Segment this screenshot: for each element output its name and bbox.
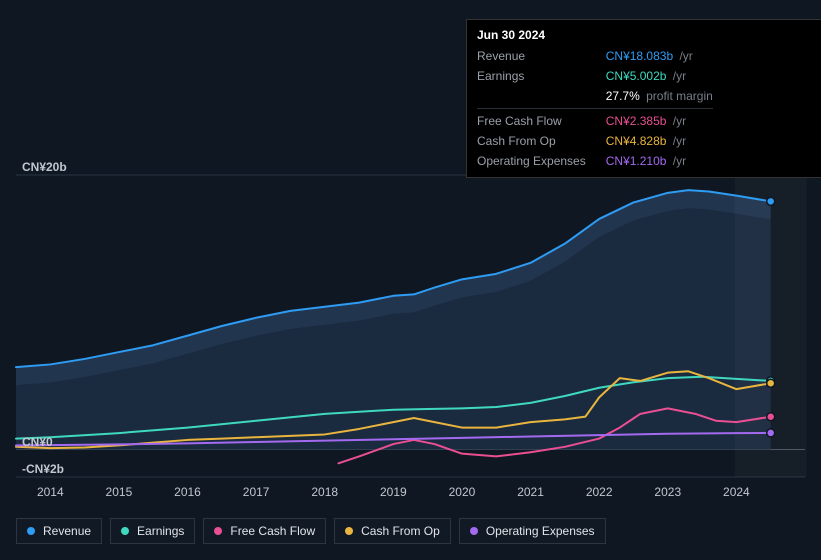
y-axis-label: CN¥0 xyxy=(22,435,53,449)
y-axis-label: -CN¥2b xyxy=(22,462,64,476)
tooltip-row-cfop: Cash From OpCN¥4.828b /yr xyxy=(477,131,713,151)
x-axis-label: 2014 xyxy=(37,485,64,499)
tooltip-row-value: CN¥18.083b /yr xyxy=(606,46,713,66)
tooltip-row-value: CN¥1.210b /yr xyxy=(606,151,713,171)
legend-label: Operating Expenses xyxy=(486,524,595,538)
legend-label: Free Cash Flow xyxy=(230,524,315,538)
legend-dot-icon xyxy=(345,527,353,535)
tooltip-row-value: 27.7% profit margin xyxy=(606,86,713,109)
chart-tooltip: Jun 30 2024 RevenueCN¥18.083b /yrEarning… xyxy=(466,19,821,178)
x-axis-label: 2018 xyxy=(311,485,338,499)
legend-dot-icon xyxy=(27,527,35,535)
chart-legend: Revenue Earnings Free Cash Flow Cash From O… xyxy=(16,518,606,544)
x-axis-label: 2024 xyxy=(723,485,750,499)
x-axis-label: 2015 xyxy=(106,485,133,499)
y-axis-label: CN¥20b xyxy=(22,160,67,174)
tooltip-table: RevenueCN¥18.083b /yrEarningsCN¥5.002b /… xyxy=(477,46,713,171)
legend-dot-icon xyxy=(470,527,478,535)
tooltip-row-earnings: EarningsCN¥5.002b /yr xyxy=(477,66,713,86)
tooltip-row-label: Earnings xyxy=(477,66,606,86)
legend-label: Revenue xyxy=(43,524,91,538)
tooltip-row-label: Revenue xyxy=(477,46,606,66)
tooltip-row-value: CN¥4.828b /yr xyxy=(606,131,713,151)
tooltip-row-margin: 27.7% profit margin xyxy=(477,86,713,109)
x-axis-label: 2021 xyxy=(517,485,544,499)
tooltip-row-label xyxy=(477,86,606,109)
tooltip-row-label: Free Cash Flow xyxy=(477,109,606,132)
x-axis-label: 2016 xyxy=(174,485,201,499)
tooltip-row-label: Operating Expenses xyxy=(477,151,606,171)
tooltip-row-label: Cash From Op xyxy=(477,131,606,151)
legend-label: Earnings xyxy=(137,524,184,538)
x-axis-label: 2022 xyxy=(586,485,613,499)
tooltip-row-opex: Operating ExpensesCN¥1.210b /yr xyxy=(477,151,713,171)
tooltip-row-revenue: RevenueCN¥18.083b /yr xyxy=(477,46,713,66)
legend-item-fcf[interactable]: Free Cash Flow xyxy=(203,518,326,544)
x-axis-label: 2019 xyxy=(380,485,407,499)
legend-dot-icon xyxy=(214,527,222,535)
tooltip-date: Jun 30 2024 xyxy=(477,26,816,44)
legend-label: Cash From Op xyxy=(361,524,440,538)
x-axis-label: 2020 xyxy=(449,485,476,499)
legend-item-opex[interactable]: Operating Expenses xyxy=(459,518,606,544)
x-axis-label: 2017 xyxy=(243,485,270,499)
x-axis-label: 2023 xyxy=(654,485,681,499)
tooltip-row-value: CN¥2.385b /yr xyxy=(606,109,713,132)
tooltip-row-fcf: Free Cash FlowCN¥2.385b /yr xyxy=(477,109,713,132)
tooltip-row-value: CN¥5.002b /yr xyxy=(606,66,713,86)
legend-item-revenue[interactable]: Revenue xyxy=(16,518,102,544)
legend-item-earnings[interactable]: Earnings xyxy=(110,518,195,544)
legend-item-cfop[interactable]: Cash From Op xyxy=(334,518,451,544)
legend-dot-icon xyxy=(121,527,129,535)
